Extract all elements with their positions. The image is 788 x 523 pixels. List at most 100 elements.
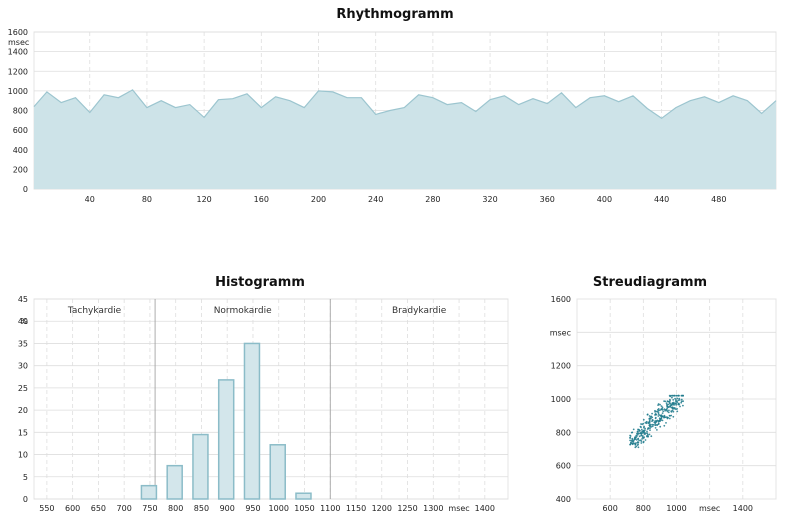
rhythm-ytick-label: 0 [23, 185, 28, 194]
histo-xtick-label: msec [448, 504, 469, 513]
scatter-point [678, 403, 680, 405]
rhythm-xtick-label: 360 [540, 195, 555, 204]
histo-region-label: Normokardie [214, 306, 272, 316]
scatter-point [633, 429, 635, 431]
scatter-point [630, 442, 632, 444]
scatter-point [632, 439, 634, 441]
scatter-point [648, 422, 650, 424]
scatter-point [658, 413, 660, 415]
rhythm-xtick-label: 440 [654, 195, 669, 204]
scatter-point [646, 431, 648, 433]
scatter-point [667, 400, 669, 402]
scatter-point [676, 411, 678, 413]
scatter-point [659, 426, 661, 428]
scatter-point [642, 435, 644, 437]
scatter-point [675, 399, 677, 401]
scatter-point [665, 409, 667, 411]
scatter-point [655, 417, 657, 419]
histo-bar [141, 486, 156, 499]
rhythm-ytick-label: 1600 [8, 28, 28, 37]
scatter-point [649, 434, 651, 436]
scatter-xtick-label: 1000 [666, 504, 686, 513]
scatter-point [638, 440, 640, 442]
histo-ytick-label: 5 [23, 473, 28, 482]
scatter-point [650, 416, 652, 418]
histo-xtick-label: 850 [194, 504, 209, 513]
scatter-point [643, 441, 645, 443]
scatter-point [655, 413, 657, 415]
rhythm-ylabel: msec [8, 38, 29, 47]
scatter-point [640, 432, 642, 434]
scatter-point [670, 403, 672, 405]
histo-ytick-label: 0 [23, 495, 28, 504]
rhythm-xtick-label: 280 [425, 195, 440, 204]
scatter-point [645, 439, 647, 441]
histo-xtick-label: 1300 [423, 504, 443, 513]
scatter-point [635, 435, 637, 437]
scatter-point [660, 415, 662, 417]
scatter-point [654, 410, 656, 412]
scatter-point [667, 404, 669, 406]
histo-ylabel: % [20, 317, 28, 326]
histo-xtick-label: 1100 [320, 504, 340, 513]
scatter-point [659, 420, 661, 422]
scatter-point [670, 415, 672, 417]
scatter-point [643, 426, 645, 428]
rhythm-ytick-label: 1200 [8, 67, 28, 76]
scatter-point [655, 427, 657, 429]
scatter-point [637, 444, 639, 446]
scatter-point [664, 416, 666, 418]
histo-xtick-label: 550 [39, 504, 54, 513]
scatter-point [682, 405, 684, 407]
histo-xtick-label: 1050 [294, 504, 314, 513]
scatter-point [656, 429, 658, 431]
rhythm-xtick-label: 40 [85, 195, 95, 204]
scatter-point [663, 425, 665, 427]
scatter-point [649, 418, 651, 420]
scatter-point [668, 410, 670, 412]
scatter-point [649, 429, 651, 431]
scatter-point [665, 422, 667, 424]
scatter-point [662, 412, 664, 414]
scatter-point [680, 402, 682, 404]
scatter-point [676, 398, 678, 400]
scatter-point [676, 402, 678, 404]
scatter-point [647, 414, 649, 416]
scatter-point [651, 413, 653, 415]
scatter-point [669, 418, 671, 420]
scatter-point [662, 411, 664, 413]
histo-xtick-label: 600 [65, 504, 80, 513]
scatter-point [650, 435, 652, 437]
rhythm-ytick-label: 600 [13, 126, 28, 135]
scatter-point [674, 408, 676, 410]
scatter-point [657, 415, 659, 417]
scatter-point [662, 409, 664, 411]
scatter-point [672, 399, 674, 401]
histo-xtick-label: 650 [91, 504, 106, 513]
scatter-point [638, 446, 640, 448]
rhythm-ytick-label: 800 [13, 107, 28, 116]
scatter-point [656, 420, 658, 422]
histo-ytick-label: 20 [18, 406, 28, 415]
scatter-point [629, 444, 631, 446]
scatter-point [666, 402, 668, 404]
rhythm-ytick-label: 1000 [8, 87, 28, 96]
rhythm-xtick-label: 240 [368, 195, 383, 204]
rhythm-ytick-label: 1400 [8, 48, 28, 57]
histo-xtick-label: 1000 [269, 504, 289, 513]
rhythm-xtick-label: 320 [482, 195, 497, 204]
histo-xtick-label: 900 [220, 504, 235, 513]
scatter-point [672, 416, 674, 418]
scatter-point [641, 430, 643, 432]
scatter-point [681, 399, 683, 401]
scatter-point [661, 405, 663, 407]
scatter-point [635, 446, 637, 448]
scatter-ytick-label: 1600 [551, 295, 571, 304]
scatter-point [675, 395, 677, 397]
scatter-point [675, 402, 677, 404]
scatter-point [678, 398, 680, 400]
scatter-point [632, 440, 634, 442]
histo-xtick-label: 1200 [372, 504, 392, 513]
histo-bar [244, 343, 259, 499]
scatter-point [682, 400, 684, 402]
